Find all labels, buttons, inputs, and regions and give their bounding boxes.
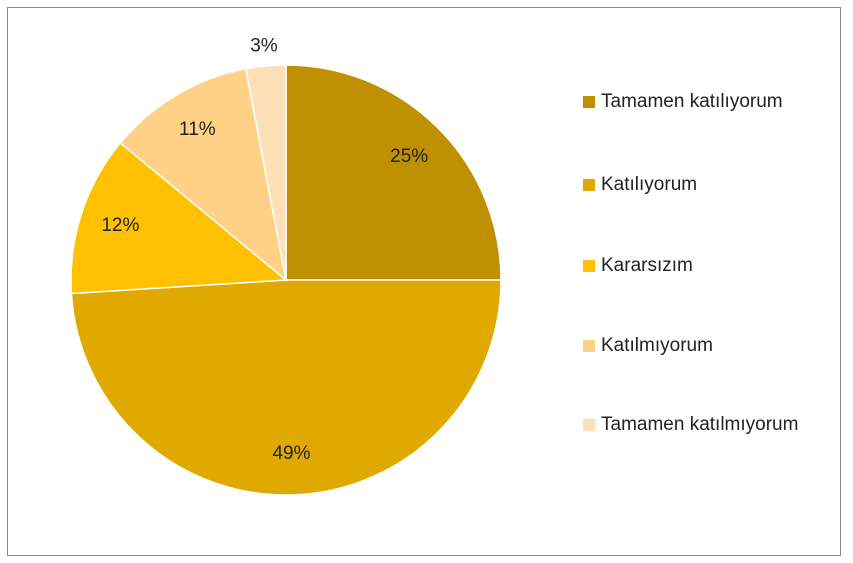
pie-slice xyxy=(119,67,288,282)
data-label: 49% xyxy=(272,443,310,464)
legend-swatch xyxy=(583,340,595,352)
legend-label: Katılmıyorum xyxy=(601,335,713,356)
legend-label: Kararsızım xyxy=(601,255,693,276)
legend-label: Katılıyorum xyxy=(601,174,697,195)
legend-label: Tamamen katılıyorum xyxy=(601,91,783,112)
data-label: 12% xyxy=(101,215,139,236)
pie-slice xyxy=(244,64,287,281)
legend-swatch xyxy=(583,179,595,191)
pie-slice xyxy=(70,279,502,496)
legend-swatch xyxy=(583,96,595,108)
data-label: 25% xyxy=(390,146,428,167)
pie-slice xyxy=(70,141,288,295)
pie-slice xyxy=(285,64,502,281)
data-label: 3% xyxy=(250,36,278,57)
legend-label: Tamamen katılmıyorum xyxy=(601,414,798,435)
data-label: 11% xyxy=(179,119,216,140)
legend-swatch xyxy=(583,419,595,431)
legend-swatch xyxy=(583,260,595,272)
